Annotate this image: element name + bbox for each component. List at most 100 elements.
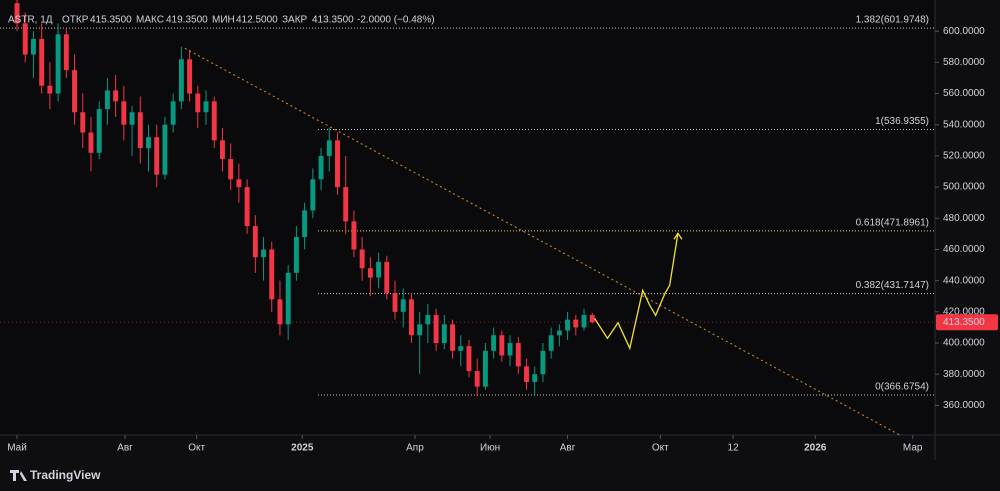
candle-body [47, 85, 53, 94]
candle-body [187, 59, 193, 94]
x-tick-label: Апр [406, 443, 424, 454]
candle-body [162, 124, 168, 175]
candle-body [22, 23, 28, 55]
candle-body [408, 299, 414, 336]
candle-body [121, 101, 127, 125]
candle-body [499, 335, 505, 356]
candle-body [30, 38, 36, 55]
x-tick-label: Июн [480, 443, 500, 454]
candle-body [556, 330, 562, 336]
candle-body [384, 261, 390, 294]
close-label: ЗАКР [282, 15, 308, 26]
candle-body [581, 314, 587, 328]
candle-body [80, 112, 86, 133]
x-tick-label: 2025 [291, 443, 314, 454]
symbol: ASTR, 1Д [8, 15, 53, 26]
candle-body [515, 343, 521, 367]
candle-body [343, 187, 349, 222]
plot: 1.382(601.9748) 1(536.9355) 0.618(471.8961… [0, 0, 935, 436]
y-tick-label: 600.0000 [943, 26, 985, 37]
fib-label: 0.618(471.8961) [856, 218, 929, 229]
x-tick-label: 12 [728, 443, 740, 454]
candle-body [277, 299, 283, 325]
projection-line [594, 233, 679, 351]
candle-body [482, 350, 488, 387]
candle-body [219, 140, 225, 160]
candle-body [367, 268, 373, 278]
candle-body [491, 335, 497, 351]
y-tick-label: 480.0000 [943, 213, 985, 224]
candle-body [113, 90, 119, 102]
open-label: ОТКР [62, 15, 89, 26]
candle-body [72, 70, 78, 113]
candle-body [376, 261, 382, 278]
candle-body [269, 249, 275, 300]
candle-body [211, 101, 217, 141]
candle-body [14, 3, 20, 24]
candle-body [302, 210, 308, 237]
trend-line [184, 47, 901, 436]
candle-body [589, 314, 595, 323]
candle-body [466, 346, 472, 372]
candle-body [417, 324, 423, 336]
candle-body [178, 59, 184, 102]
candle-body [540, 350, 546, 375]
candle-body [195, 93, 201, 113]
y-tick-label: 420.0000 [943, 306, 985, 317]
candle-body [351, 221, 357, 250]
candle-body [154, 137, 160, 175]
fib-label: 1(536.9355) [875, 116, 929, 127]
last-price-badge [936, 314, 998, 331]
candle-body [474, 371, 480, 387]
brand: TradingView [10, 468, 101, 482]
low-label: МИН [212, 15, 235, 26]
y-tick-label: 520.0000 [943, 151, 985, 162]
y-tick-label: 400.0000 [943, 338, 985, 349]
candle-body [96, 109, 102, 153]
candle-body [104, 90, 110, 110]
candle-body [88, 132, 94, 153]
candle-body [318, 155, 324, 180]
candle-body [433, 314, 439, 344]
candle-body [228, 159, 234, 180]
candle-body [400, 299, 406, 312]
candle-body [285, 272, 291, 325]
y-tick-label: 380.0000 [943, 369, 985, 380]
y-tick-label: 460.0000 [943, 244, 985, 255]
y-tick-label: 440.0000 [943, 275, 985, 286]
low-value: 412.5000 [236, 15, 278, 26]
candle-body [524, 366, 529, 382]
candle-body [55, 34, 61, 94]
candle-body [392, 293, 398, 312]
candle-body [507, 343, 513, 356]
candle-body [137, 112, 143, 149]
x-tick-label: Окт [188, 443, 205, 454]
candle-body [63, 34, 69, 71]
y-tick-label: 360.0000 [943, 400, 985, 411]
candle-body [335, 140, 340, 188]
projection-arrowhead [673, 232, 683, 240]
fib-label: 1.382(601.9748) [856, 15, 929, 26]
last-price-label: 413.3500 [943, 317, 985, 328]
candle-body [203, 101, 209, 113]
candle-body [236, 179, 242, 188]
candle-body [458, 346, 464, 351]
brand-logo [10, 470, 27, 481]
fib-label: 0(366.6754) [875, 382, 929, 393]
y-tick-label: 560.0000 [943, 88, 985, 99]
candle-body [425, 314, 431, 325]
candle-body [244, 187, 250, 227]
candle-body [548, 335, 554, 351]
y-tick-label: 500.0000 [943, 182, 985, 193]
fib-label: 0.382(431.7147) [856, 280, 929, 291]
y-tick-label: 580.0000 [943, 57, 985, 68]
candle-body [326, 140, 332, 156]
candle-body [39, 38, 45, 86]
x-tick-label: 2026 [804, 443, 827, 454]
x-tick-label: Окт [652, 443, 669, 454]
close-value: 413.3500 [312, 15, 354, 26]
candle-body [573, 319, 579, 328]
change: -2.0000 (−0.48%) [357, 15, 435, 26]
candle-body [293, 236, 299, 273]
